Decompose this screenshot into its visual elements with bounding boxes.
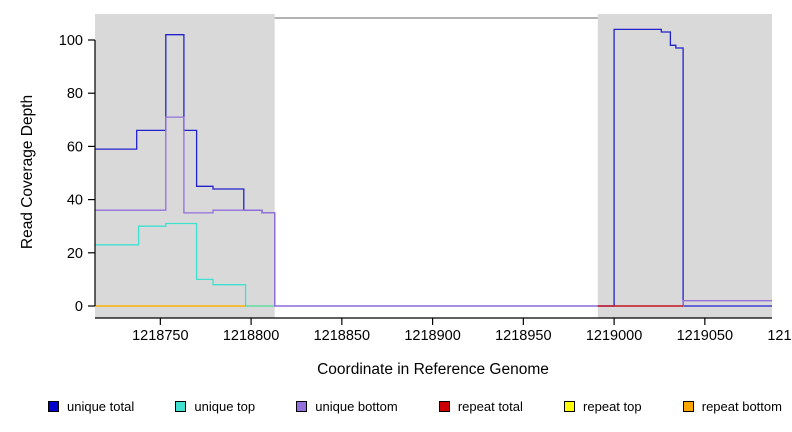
svg-text:100: 100 [59, 33, 83, 49]
svg-text:1218750: 1218750 [132, 328, 188, 344]
svg-text:1219050: 1219050 [677, 328, 733, 344]
repeat-top-swatch-icon [564, 401, 576, 412]
legend-item-repeat-bottom: repeat bottom [682, 399, 782, 414]
svg-text:1218950: 1218950 [495, 328, 551, 344]
legend-label: unique top [194, 399, 256, 414]
legend-label: repeat bottom [701, 399, 782, 414]
y-axis-title: Read Coverage Depth [19, 95, 36, 249]
legend-label: repeat top [583, 399, 642, 414]
legend-label: repeat total [457, 399, 523, 414]
repeat-total-swatch-icon [438, 401, 450, 412]
legend-item-repeat-total: repeat total [438, 399, 523, 414]
svg-text:60: 60 [67, 139, 83, 155]
svg-text:1219100: 1219100 [767, 328, 792, 344]
svg-text:0: 0 [75, 299, 83, 315]
svg-text:1218800: 1218800 [223, 328, 279, 344]
svg-text:80: 80 [67, 86, 83, 102]
svg-text:1218900: 1218900 [404, 328, 460, 344]
legend-item-repeat-top: repeat top [564, 399, 642, 414]
x-axis-title: Coordinate in Reference Genome [317, 361, 549, 378]
unique-top-swatch-icon [175, 401, 187, 412]
unique-total-swatch-icon [48, 401, 59, 412]
legend-item-unique-bottom: unique bottom [296, 399, 398, 414]
legend-item-unique-top: unique top [175, 399, 255, 414]
svg-text:1219000: 1219000 [586, 328, 642, 344]
svg-text:40: 40 [67, 193, 83, 209]
legend-label: unique total [67, 399, 135, 414]
chart-legend: unique total unique top unique bottom re… [48, 399, 782, 414]
legend-label: unique bottom [315, 399, 398, 414]
svg-text:1218850: 1218850 [314, 328, 370, 344]
repeat-bottom-swatch-icon [682, 401, 694, 412]
coverage-chart: 1218750 1218800 1218850 1218900 1218950 12190… [19, 14, 792, 378]
legend-item-unique-total: unique total [48, 399, 134, 414]
svg-text:20: 20 [67, 246, 83, 262]
unique-bottom-swatch-icon [296, 401, 308, 412]
